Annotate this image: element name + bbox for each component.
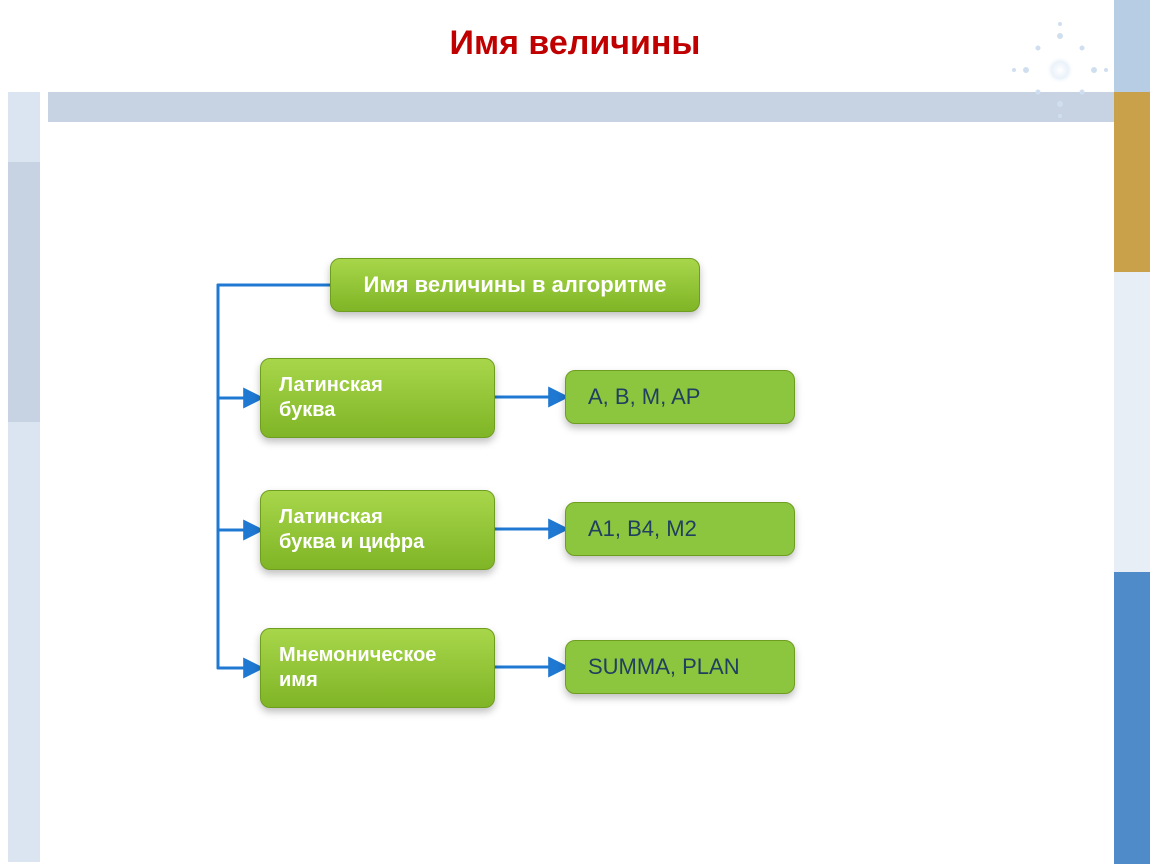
slide: Имя величины	[0, 0, 1150, 864]
slide-title: Имя величины	[0, 24, 1150, 63]
category-label: Латинскаябуква и цифра	[279, 505, 424, 555]
decor-top-bar	[48, 92, 1150, 122]
decor-segment	[8, 92, 40, 162]
decor-left-stripe	[0, 92, 48, 864]
decor-right-stripe	[1114, 0, 1150, 864]
category-box-1: Латинскаябуква и цифра	[260, 490, 495, 570]
decor-segment	[1114, 0, 1150, 92]
decor-segment	[1114, 572, 1150, 864]
example-box-0: A, B, M, AP	[565, 370, 795, 424]
decor-segment	[8, 422, 40, 862]
category-box-0: Латинскаябуква	[260, 358, 495, 438]
example-box-1: A1, B4, M2	[565, 502, 795, 556]
example-label: SUMMA, PLAN	[588, 654, 740, 680]
category-label: Латинскаябуква	[279, 373, 383, 423]
example-box-2: SUMMA, PLAN	[565, 640, 795, 694]
category-box-2: Мнемоническоеимя	[260, 628, 495, 708]
decor-segment	[1114, 92, 1150, 272]
decor-segment	[1114, 272, 1150, 572]
connector-lines	[0, 0, 1150, 864]
main-box: Имя величины в алгоритме	[330, 258, 700, 312]
main-box-label: Имя величины в алгоритме	[364, 272, 667, 298]
decor-segment	[8, 162, 40, 422]
example-label: A, B, M, AP	[588, 384, 700, 410]
example-label: A1, B4, M2	[588, 516, 697, 542]
category-label: Мнемоническоеимя	[279, 643, 436, 693]
